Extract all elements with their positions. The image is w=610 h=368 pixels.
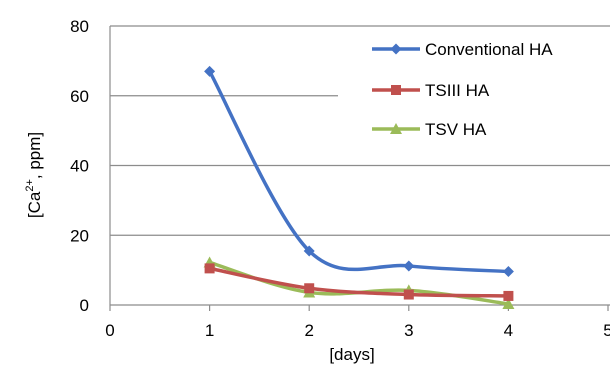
x-tick-label: 3 [404,321,413,340]
legend-item: Conventional HA [372,40,553,59]
series-tsiii-ha [204,263,514,301]
data-point [304,283,315,294]
series-tsv-ha [203,256,515,309]
x-tick-label: 0 [105,321,114,340]
data-point [503,290,514,301]
data-point [204,263,215,274]
series-line [207,69,511,274]
data-point [502,266,514,278]
legend-label: TSV HA [425,120,487,139]
data-point [204,65,216,77]
x-tick-labels: 0 1 2 3 4 5 [105,321,610,340]
y-tick-labels: 0 20 40 60 80 [70,17,89,315]
y-axis-title: [Ca2+, ppm] [24,132,44,218]
y-tick-label: 80 [70,17,89,36]
series-line [207,266,511,298]
series-conventional-ha [204,65,514,278]
data-point [502,297,515,309]
data-point [403,289,414,300]
data-point [303,245,315,257]
legend-label: TSIII HA [425,81,490,100]
legend-label: Conventional HA [425,40,553,59]
legend: Conventional HA TSIII HA TSV HA [372,40,553,139]
y-tick-label: 60 [70,87,89,106]
series-layer [203,65,515,309]
x-tick-label: 1 [205,321,214,340]
x-tick-label: 2 [304,321,313,340]
data-point [403,260,415,272]
legend-item: TSV HA [372,120,487,139]
y-tick-label: 20 [70,226,89,245]
x-axis-title: [days] [329,345,374,364]
y-axis-title-unit: , ppm] [25,132,44,179]
legend-swatch-marker [391,85,401,95]
legend-item: TSIII HA [372,81,490,100]
legend-swatch-marker [390,123,402,134]
x-tick-label: 4 [504,321,513,340]
y-tick-label: 40 [70,157,89,176]
legend-swatch-marker [390,43,402,55]
y-axis-title-superscript: 2+ [24,179,36,192]
y-tick-label: 0 [80,296,89,315]
y-axis-title-main: [Ca [25,191,44,218]
x-tick-label: 5 [603,321,610,340]
